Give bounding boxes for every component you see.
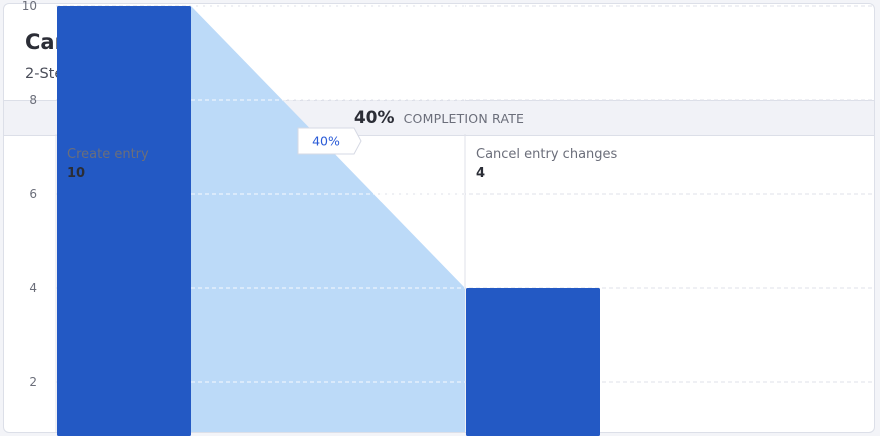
y-tick-label: 4 (29, 281, 37, 295)
y-tick-label: 10 (22, 0, 37, 13)
funnel-bar[interactable] (57, 6, 191, 436)
conversion-label: 40% (312, 134, 340, 149)
conversion-areas: 40% (191, 5, 465, 432)
step-count-label: 4 (476, 166, 485, 181)
step-name-label: Create entry (67, 147, 149, 162)
y-tick-label: 6 (29, 187, 37, 201)
step-name-label: Cancel entry changes (476, 147, 618, 162)
step-labels: Create entry 10 Cancel entry changes 4 (67, 147, 618, 181)
conversion-area (191, 6, 465, 432)
y-tick-label: 2 (29, 375, 37, 389)
completion-rate-label: COMPLETION RATE (403, 111, 525, 126)
conversion-badge (297, 127, 362, 155)
step-count-label: 10 (67, 166, 85, 181)
funnel-bar[interactable] (466, 288, 600, 436)
funnel-bars (57, 6, 600, 436)
completion-rate-value: 40% (353, 108, 395, 128)
y-tick-label: 8 (29, 93, 37, 107)
y-axis-ticks: 2 4 6 8 10 (22, 0, 37, 389)
